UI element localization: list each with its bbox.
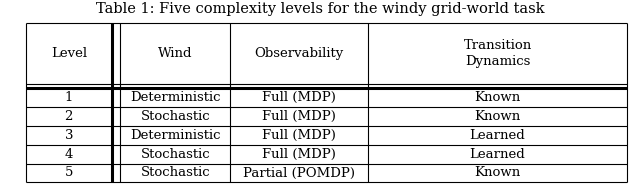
Text: Stochastic: Stochastic [141,166,210,180]
Text: Table 1: Five complexity levels for the windy grid-world task: Table 1: Five complexity levels for the … [96,2,544,16]
Text: Full (MDP): Full (MDP) [262,148,336,161]
Text: 3: 3 [65,129,73,142]
Text: Full (MDP): Full (MDP) [262,129,336,142]
Text: Level: Level [51,47,87,60]
Text: Full (MDP): Full (MDP) [262,110,336,123]
Text: Observability: Observability [255,47,344,60]
Text: Known: Known [474,91,521,104]
Text: Deterministic: Deterministic [130,91,221,104]
Text: Deterministic: Deterministic [130,129,221,142]
Text: 2: 2 [65,110,73,123]
Text: Stochastic: Stochastic [141,110,210,123]
Text: Known: Known [474,166,521,180]
Text: Wind: Wind [158,47,193,60]
Text: Known: Known [474,110,521,123]
Text: Transition
Dynamics: Transition Dynamics [463,39,532,68]
Text: Stochastic: Stochastic [141,148,210,161]
Text: 4: 4 [65,148,73,161]
Text: 5: 5 [65,166,73,180]
Text: Partial (POMDP): Partial (POMDP) [243,166,355,180]
Text: Full (MDP): Full (MDP) [262,91,336,104]
Text: 1: 1 [65,91,73,104]
Text: Learned: Learned [470,129,525,142]
Text: Learned: Learned [470,148,525,161]
